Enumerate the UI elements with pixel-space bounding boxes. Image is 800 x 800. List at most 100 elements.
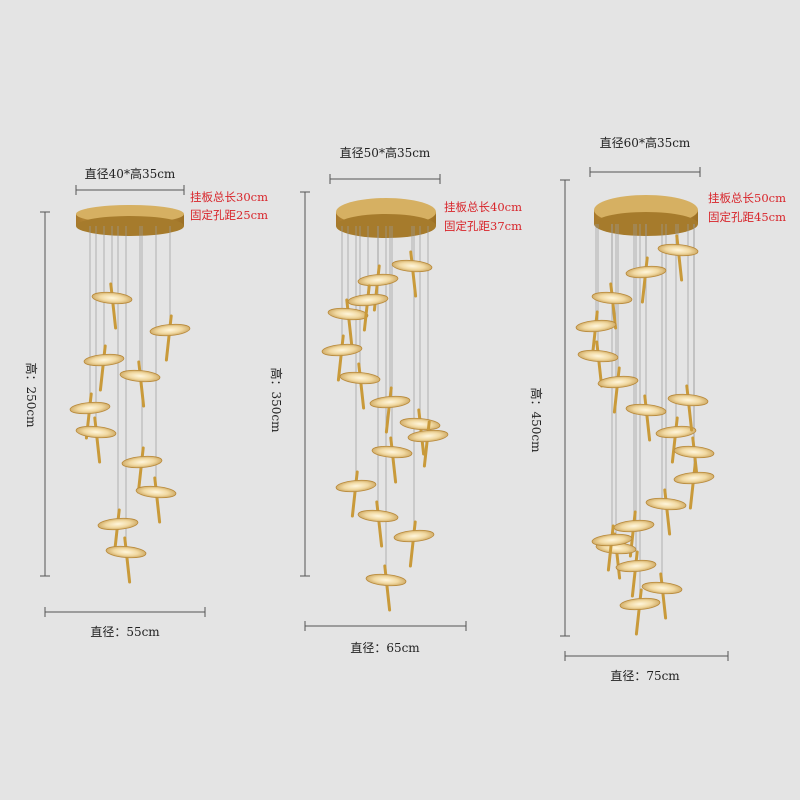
pendant-lamp: [615, 550, 657, 598]
pendant-lamp: [335, 470, 377, 518]
lamp-rod: [336, 334, 345, 382]
lamp-disc: [105, 545, 147, 559]
lamp-disc: [625, 403, 667, 417]
pendant-lamp: [105, 536, 147, 584]
lamp-disc: [657, 243, 699, 257]
pendant-lamp: [121, 446, 163, 494]
pendant-lamp: [625, 394, 667, 442]
model-2-diameter-dimension-line: [304, 621, 467, 631]
model-1-canopy-dimension-line: [75, 185, 185, 195]
pendant-lamp: [357, 500, 399, 548]
lamp-disc: [591, 533, 633, 547]
lamp-rod: [643, 394, 652, 442]
model-1: 直径40*高35cm 挂板总长30cm 固定孔距25cm 高：250cm: [24, 166, 268, 639]
lamp-rod: [384, 386, 393, 434]
model-3-canopy-dimension-line: [589, 167, 701, 177]
pendant-lamp: [347, 284, 389, 332]
pendant-lamp: [119, 360, 161, 408]
lamp-disc: [149, 323, 191, 337]
lamp-rod: [137, 360, 146, 408]
model-3-lamp-group: [575, 234, 715, 636]
lamp-disc: [357, 273, 399, 287]
lamp-disc: [597, 375, 639, 389]
lamp-rod: [640, 256, 649, 304]
model-2-plate-length-note: 挂板总长40cm: [444, 200, 522, 214]
lamp-disc: [339, 371, 381, 385]
model-3-diameter-label: 直径：75cm: [610, 669, 680, 683]
lamp-rod: [153, 476, 162, 524]
lamp-disc: [335, 479, 377, 493]
model-3-diameter-dimension-line: [564, 651, 729, 661]
lamp-rod: [670, 416, 679, 464]
lamp-disc: [135, 485, 177, 499]
lamp-disc: [97, 517, 139, 531]
model-2-height-label: 高：350cm: [269, 367, 284, 433]
pendant-lamp: [619, 588, 661, 636]
lamp-rod: [123, 536, 132, 584]
model-3-canopy: [594, 195, 698, 236]
lamp-disc: [69, 401, 111, 415]
lamp-rod: [98, 344, 107, 392]
pendant-lamp: [673, 462, 715, 510]
lamp-disc: [655, 425, 697, 439]
pendant-lamp: [339, 362, 381, 410]
lamp-rod: [409, 250, 418, 298]
lamp-disc: [391, 259, 433, 273]
lamp-rod: [357, 362, 366, 410]
pendant-lamp: [369, 386, 411, 434]
lamp-disc: [357, 509, 399, 523]
lamp-disc: [369, 395, 411, 409]
pendant-lamp: [625, 256, 667, 304]
lamp-rod: [606, 524, 615, 572]
lamp-disc: [347, 293, 389, 307]
model-3-hole-spacing-note: 固定孔距45cm: [708, 210, 786, 224]
pendant-lamp: [591, 282, 633, 330]
model-1-diameter-dimension-line: [44, 607, 206, 617]
lamp-rod: [659, 572, 668, 620]
lamp-disc: [673, 471, 715, 485]
lamp-rod: [609, 282, 618, 330]
lamp-rod: [389, 436, 398, 484]
lamp-rod: [663, 488, 672, 536]
lamp-disc: [365, 573, 407, 587]
lamp-disc: [393, 529, 435, 543]
lamp-rod: [408, 520, 417, 568]
lamp-disc: [119, 369, 161, 383]
model-1-height-label: 高：250cm: [24, 362, 39, 428]
pendant-lamp: [591, 524, 633, 572]
lamp-disc: [673, 445, 715, 459]
pendant-lamp: [391, 250, 433, 298]
pendant-lamp: [407, 420, 449, 468]
model-1-lamp-group: [69, 282, 191, 584]
pendant-lamp: [645, 488, 687, 536]
lamp-disc: [667, 393, 709, 407]
model-2-lamp-group: [321, 250, 449, 612]
model-2-canopy-dimension-line: [329, 174, 441, 184]
lamp-rod: [422, 420, 431, 468]
pendant-lamp: [393, 520, 435, 568]
lamp-rod: [630, 550, 639, 598]
lamp-disc: [371, 445, 413, 459]
lamp-disc: [75, 425, 117, 439]
lamp-disc: [625, 265, 667, 279]
model-1-height-dimension-line: [40, 211, 50, 577]
lamp-disc: [321, 343, 363, 357]
model-1-wire-group: [89, 226, 171, 552]
model-1-hole-spacing-note: 固定孔距25cm: [190, 208, 268, 222]
pendant-lamp: [149, 314, 191, 362]
pendant-lamp: [321, 334, 363, 382]
model-2-diameter-label: 直径：65cm: [350, 641, 420, 655]
lamp-disc: [591, 291, 633, 305]
lamp-disc: [83, 353, 125, 367]
lamp-disc: [577, 349, 619, 363]
lamp-rod: [93, 416, 102, 464]
lamp-rod: [109, 282, 118, 330]
pendant-lamp: [577, 340, 619, 388]
lamp-rod: [634, 588, 643, 636]
pendant-lamp: [655, 416, 697, 464]
pendant-lamp: [575, 310, 617, 358]
model-3-height-label: 高：450cm: [529, 387, 544, 453]
lamp-rod: [595, 340, 604, 388]
model-3: 直径60*高35cm 挂板总长50cm 固定孔距45cm 高：450cm 直径：…: [529, 135, 786, 683]
lamp-disc: [121, 455, 163, 469]
